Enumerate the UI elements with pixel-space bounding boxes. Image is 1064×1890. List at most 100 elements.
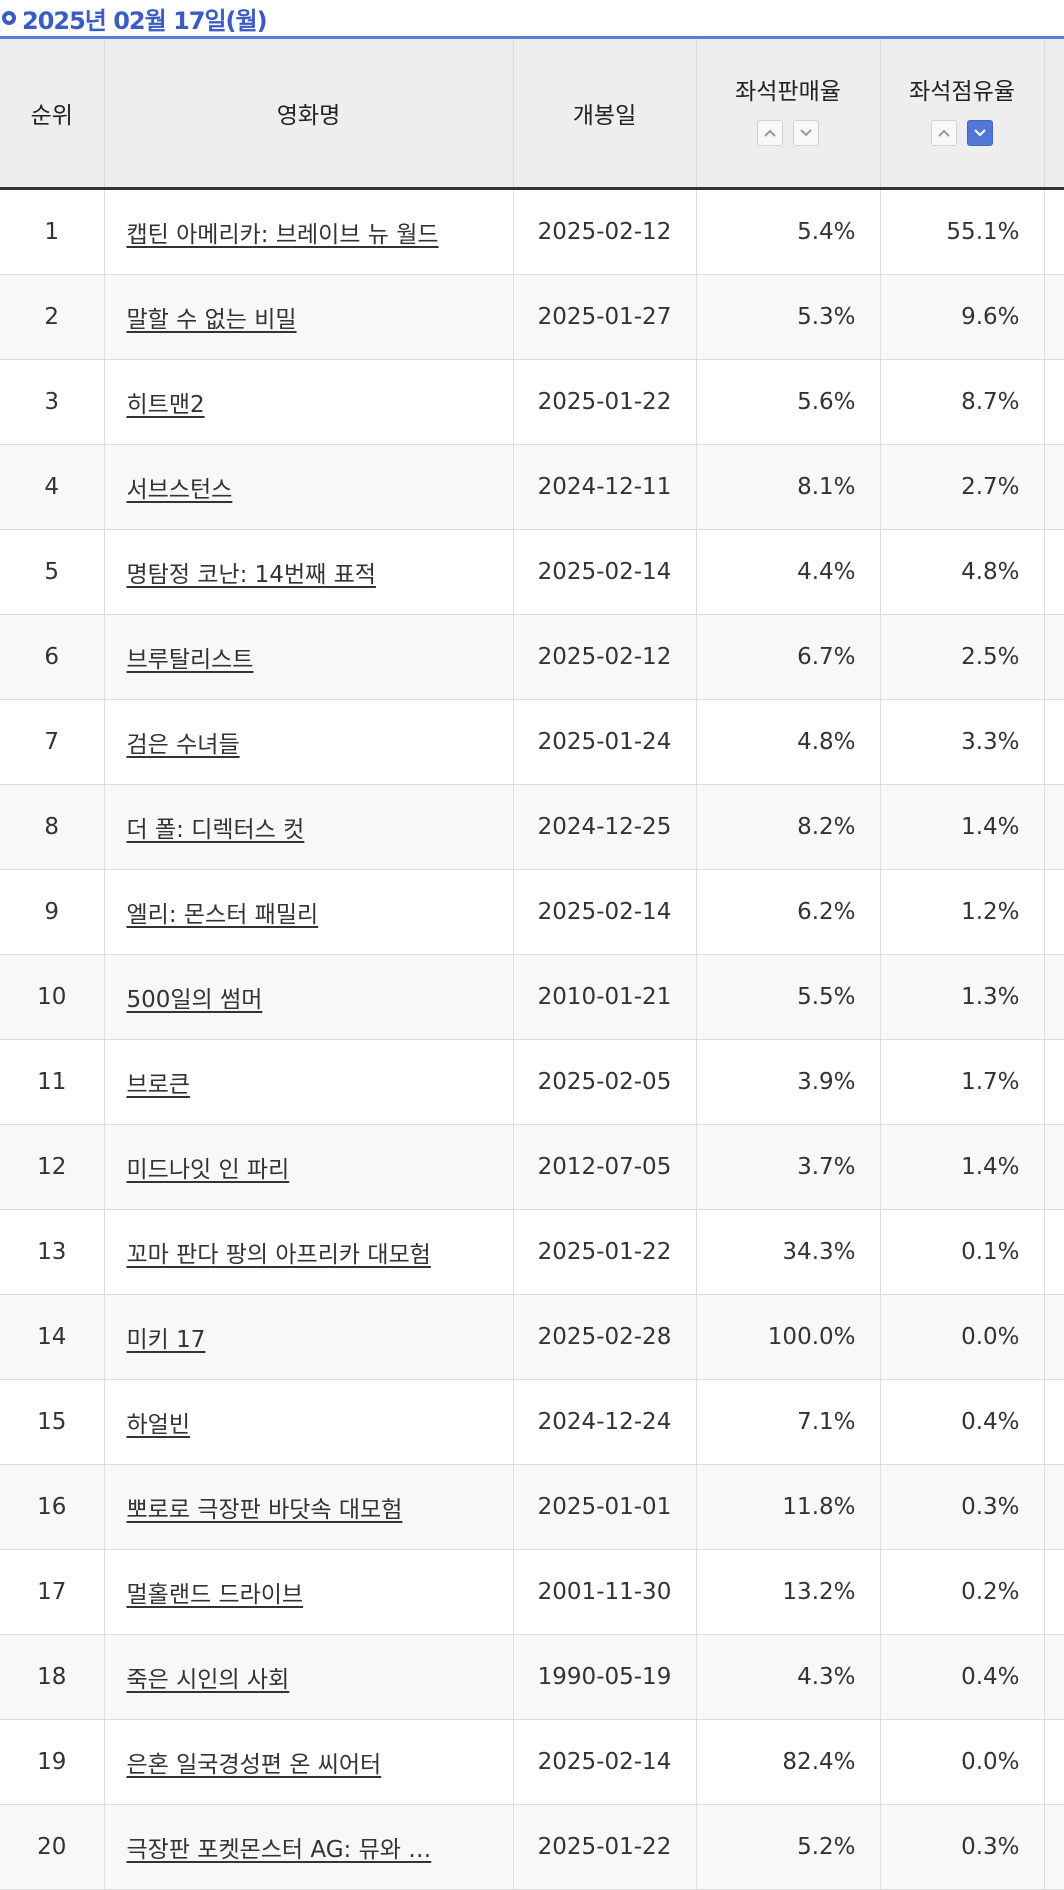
title-cell: 멀홀랜드 드라이브: [103, 1549, 513, 1635]
extra-cell: [1043, 699, 1064, 785]
movie-title-link[interactable]: 더 폴: 디렉터스 컷: [126, 817, 305, 843]
release-date-cell: 2024-12-24: [512, 1379, 696, 1465]
rank-cell: 18: [0, 1634, 104, 1720]
seat-share-rate-cell: 1.3%: [879, 954, 1044, 1040]
movie-title-link[interactable]: 검은 수녀들: [126, 732, 240, 758]
seat-share-rate-cell: 8.7%: [879, 359, 1044, 445]
movie-title-link[interactable]: 말할 수 없는 비밀: [126, 307, 297, 333]
movie-title-link[interactable]: 은혼 일국경성편 온 씨어터: [126, 1752, 382, 1778]
title-cell: 엘리: 몬스터 패밀리: [103, 869, 513, 955]
rank-cell: 2: [0, 274, 104, 360]
extra-cell: [1043, 444, 1064, 530]
header-title: 영화명: [103, 39, 513, 190]
table-row: 10 500일의 썸머 2010-01-21 5.5% 1.3%: [0, 954, 1064, 1040]
release-date-cell: 2024-12-25: [512, 784, 696, 870]
extra-cell: [1043, 614, 1064, 700]
title-cell: 캡틴 아메리카: 브레이브 뉴 월드: [103, 188, 513, 275]
movie-title-link[interactable]: 극장판 포켓몬스터 AG: 뮤와 …: [126, 1837, 432, 1863]
table-row: 15 하얼빈 2024-12-24 7.1% 0.4%: [0, 1379, 1064, 1465]
chevron-up-icon: [764, 129, 776, 137]
rank-cell: 3: [0, 359, 104, 445]
title-cell: 뽀로로 극장판 바닷속 대모험: [103, 1464, 513, 1550]
header-seat-share-rate-label: 좌석점유율: [909, 79, 1015, 105]
movie-title-link[interactable]: 꼬마 판다 팡의 아프리카 대모험: [126, 1242, 431, 1268]
table-row: 9 엘리: 몬스터 패밀리 2025-02-14 6.2% 1.2%: [0, 869, 1064, 955]
title-cell: 꼬마 판다 팡의 아프리카 대모험: [103, 1209, 513, 1295]
seat-sales-rate-cell: 100.0%: [695, 1294, 880, 1380]
release-date-cell: 2025-01-01: [512, 1464, 696, 1550]
table-header: 순위 영화명 개봉일 좌석판매율: [0, 39, 1064, 190]
seat-sales-rate-cell: 11.8%: [695, 1464, 880, 1550]
movie-title-link[interactable]: 500일의 썸머: [126, 987, 263, 1013]
movie-title-link[interactable]: 브로큰: [126, 1072, 190, 1098]
table-row: 12 미드나잇 인 파리 2012-07-05 3.7% 1.4%: [0, 1124, 1064, 1210]
rank-cell: 20: [0, 1804, 104, 1890]
seat-share-rate-cell: 0.4%: [879, 1379, 1044, 1465]
table-row: 4 서브스턴스 2024-12-11 8.1% 2.7%: [0, 444, 1064, 530]
movie-title-link[interactable]: 죽은 시인의 사회: [126, 1667, 290, 1693]
release-date-cell: 2025-01-22: [512, 1804, 696, 1890]
movie-title-link[interactable]: 미키 17: [126, 1327, 206, 1353]
release-date-cell: 1990-05-19: [512, 1634, 696, 1720]
circle-bullet-icon: [2, 11, 16, 25]
rank-cell: 15: [0, 1379, 104, 1465]
movie-title-link[interactable]: 미드나잇 인 파리: [126, 1157, 290, 1183]
seat-sales-rate-cell: 4.8%: [695, 699, 880, 785]
seat-share-rate-cell: 3.3%: [879, 699, 1044, 785]
seat-sales-sort-controls: [757, 120, 819, 146]
extra-cell: [1043, 1549, 1064, 1635]
header-release-date-label: 개봉일: [572, 103, 637, 129]
extra-cell: [1043, 1719, 1064, 1805]
extra-cell: [1043, 1379, 1064, 1465]
movie-title-link[interactable]: 히트맨2: [126, 392, 205, 418]
sort-descending-button-active[interactable]: [967, 120, 993, 146]
rank-cell: 13: [0, 1209, 104, 1295]
seat-sales-rate-cell: 5.6%: [695, 359, 880, 445]
seat-share-rate-cell: 55.1%: [879, 188, 1044, 275]
seat-share-sort-controls: [931, 120, 993, 146]
extra-cell: [1043, 1039, 1064, 1125]
table-row: 13 꼬마 판다 팡의 아프리카 대모험 2025-01-22 34.3% 0.1%: [0, 1209, 1064, 1295]
release-date-cell: 2025-02-05: [512, 1039, 696, 1125]
extra-cell: [1043, 1634, 1064, 1720]
extra-cell: [1043, 1804, 1064, 1890]
seat-share-rate-cell: 1.7%: [879, 1039, 1044, 1125]
movie-title-link[interactable]: 명탐정 코난: 14번째 표적: [126, 562, 376, 588]
sort-ascending-button[interactable]: [931, 120, 957, 146]
title-cell: 검은 수녀들: [103, 699, 513, 785]
movie-title-link[interactable]: 하얼빈: [126, 1412, 190, 1438]
movie-title-link[interactable]: 캡틴 아메리카: 브레이브 뉴 월드: [126, 222, 439, 248]
extra-cell: [1043, 1124, 1064, 1210]
seat-sales-rate-cell: 82.4%: [695, 1719, 880, 1805]
table-row: 18 죽은 시인의 사회 1990-05-19 4.3% 0.4%: [0, 1634, 1064, 1720]
table-row: 2 말할 수 없는 비밀 2025-01-27 5.3% 9.6%: [0, 274, 1064, 360]
seat-sales-rate-cell: 5.2%: [695, 1804, 880, 1890]
sort-descending-button[interactable]: [793, 120, 819, 146]
table-row: 17 멀홀랜드 드라이브 2001-11-30 13.2% 0.2%: [0, 1549, 1064, 1635]
header-row: 순위 영화명 개봉일 좌석판매율: [0, 39, 1064, 190]
movie-title-link[interactable]: 엘리: 몬스터 패밀리: [126, 902, 319, 928]
movie-title-link[interactable]: 뽀로로 극장판 바닷속 대모험: [126, 1497, 403, 1523]
seat-sales-rate-cell: 4.3%: [695, 1634, 880, 1720]
movie-title-link[interactable]: 브루탈리스트: [126, 647, 254, 673]
date-heading-text: 2025년 02월 17일(월): [22, 6, 268, 35]
rank-cell: 6: [0, 614, 104, 700]
release-date-cell: 2025-02-14: [512, 869, 696, 955]
seat-sales-rate-cell: 6.7%: [695, 614, 880, 700]
release-date-cell: 2012-07-05: [512, 1124, 696, 1210]
header-seat-sales-rate-label: 좌석판매율: [735, 79, 841, 105]
table-row: 6 브루탈리스트 2025-02-12 6.7% 2.5%: [0, 614, 1064, 700]
rank-cell: 10: [0, 954, 104, 1040]
header-release-date: 개봉일: [512, 39, 696, 190]
sort-ascending-button[interactable]: [757, 120, 783, 146]
movie-title-link[interactable]: 멀홀랜드 드라이브: [126, 1582, 304, 1608]
table-row: 14 미키 17 2025-02-28 100.0% 0.0%: [0, 1294, 1064, 1380]
header-seat-share-rate: 좌석점유율: [879, 39, 1044, 190]
extra-cell: [1043, 1464, 1064, 1550]
movie-title-link[interactable]: 서브스턴스: [126, 477, 233, 503]
seat-sales-rate-cell: 8.1%: [695, 444, 880, 530]
title-cell: 죽은 시인의 사회: [103, 1634, 513, 1720]
table-top-border: [0, 36, 1064, 39]
release-date-cell: 2025-01-24: [512, 699, 696, 785]
table-row: 11 브로큰 2025-02-05 3.9% 1.7%: [0, 1039, 1064, 1125]
